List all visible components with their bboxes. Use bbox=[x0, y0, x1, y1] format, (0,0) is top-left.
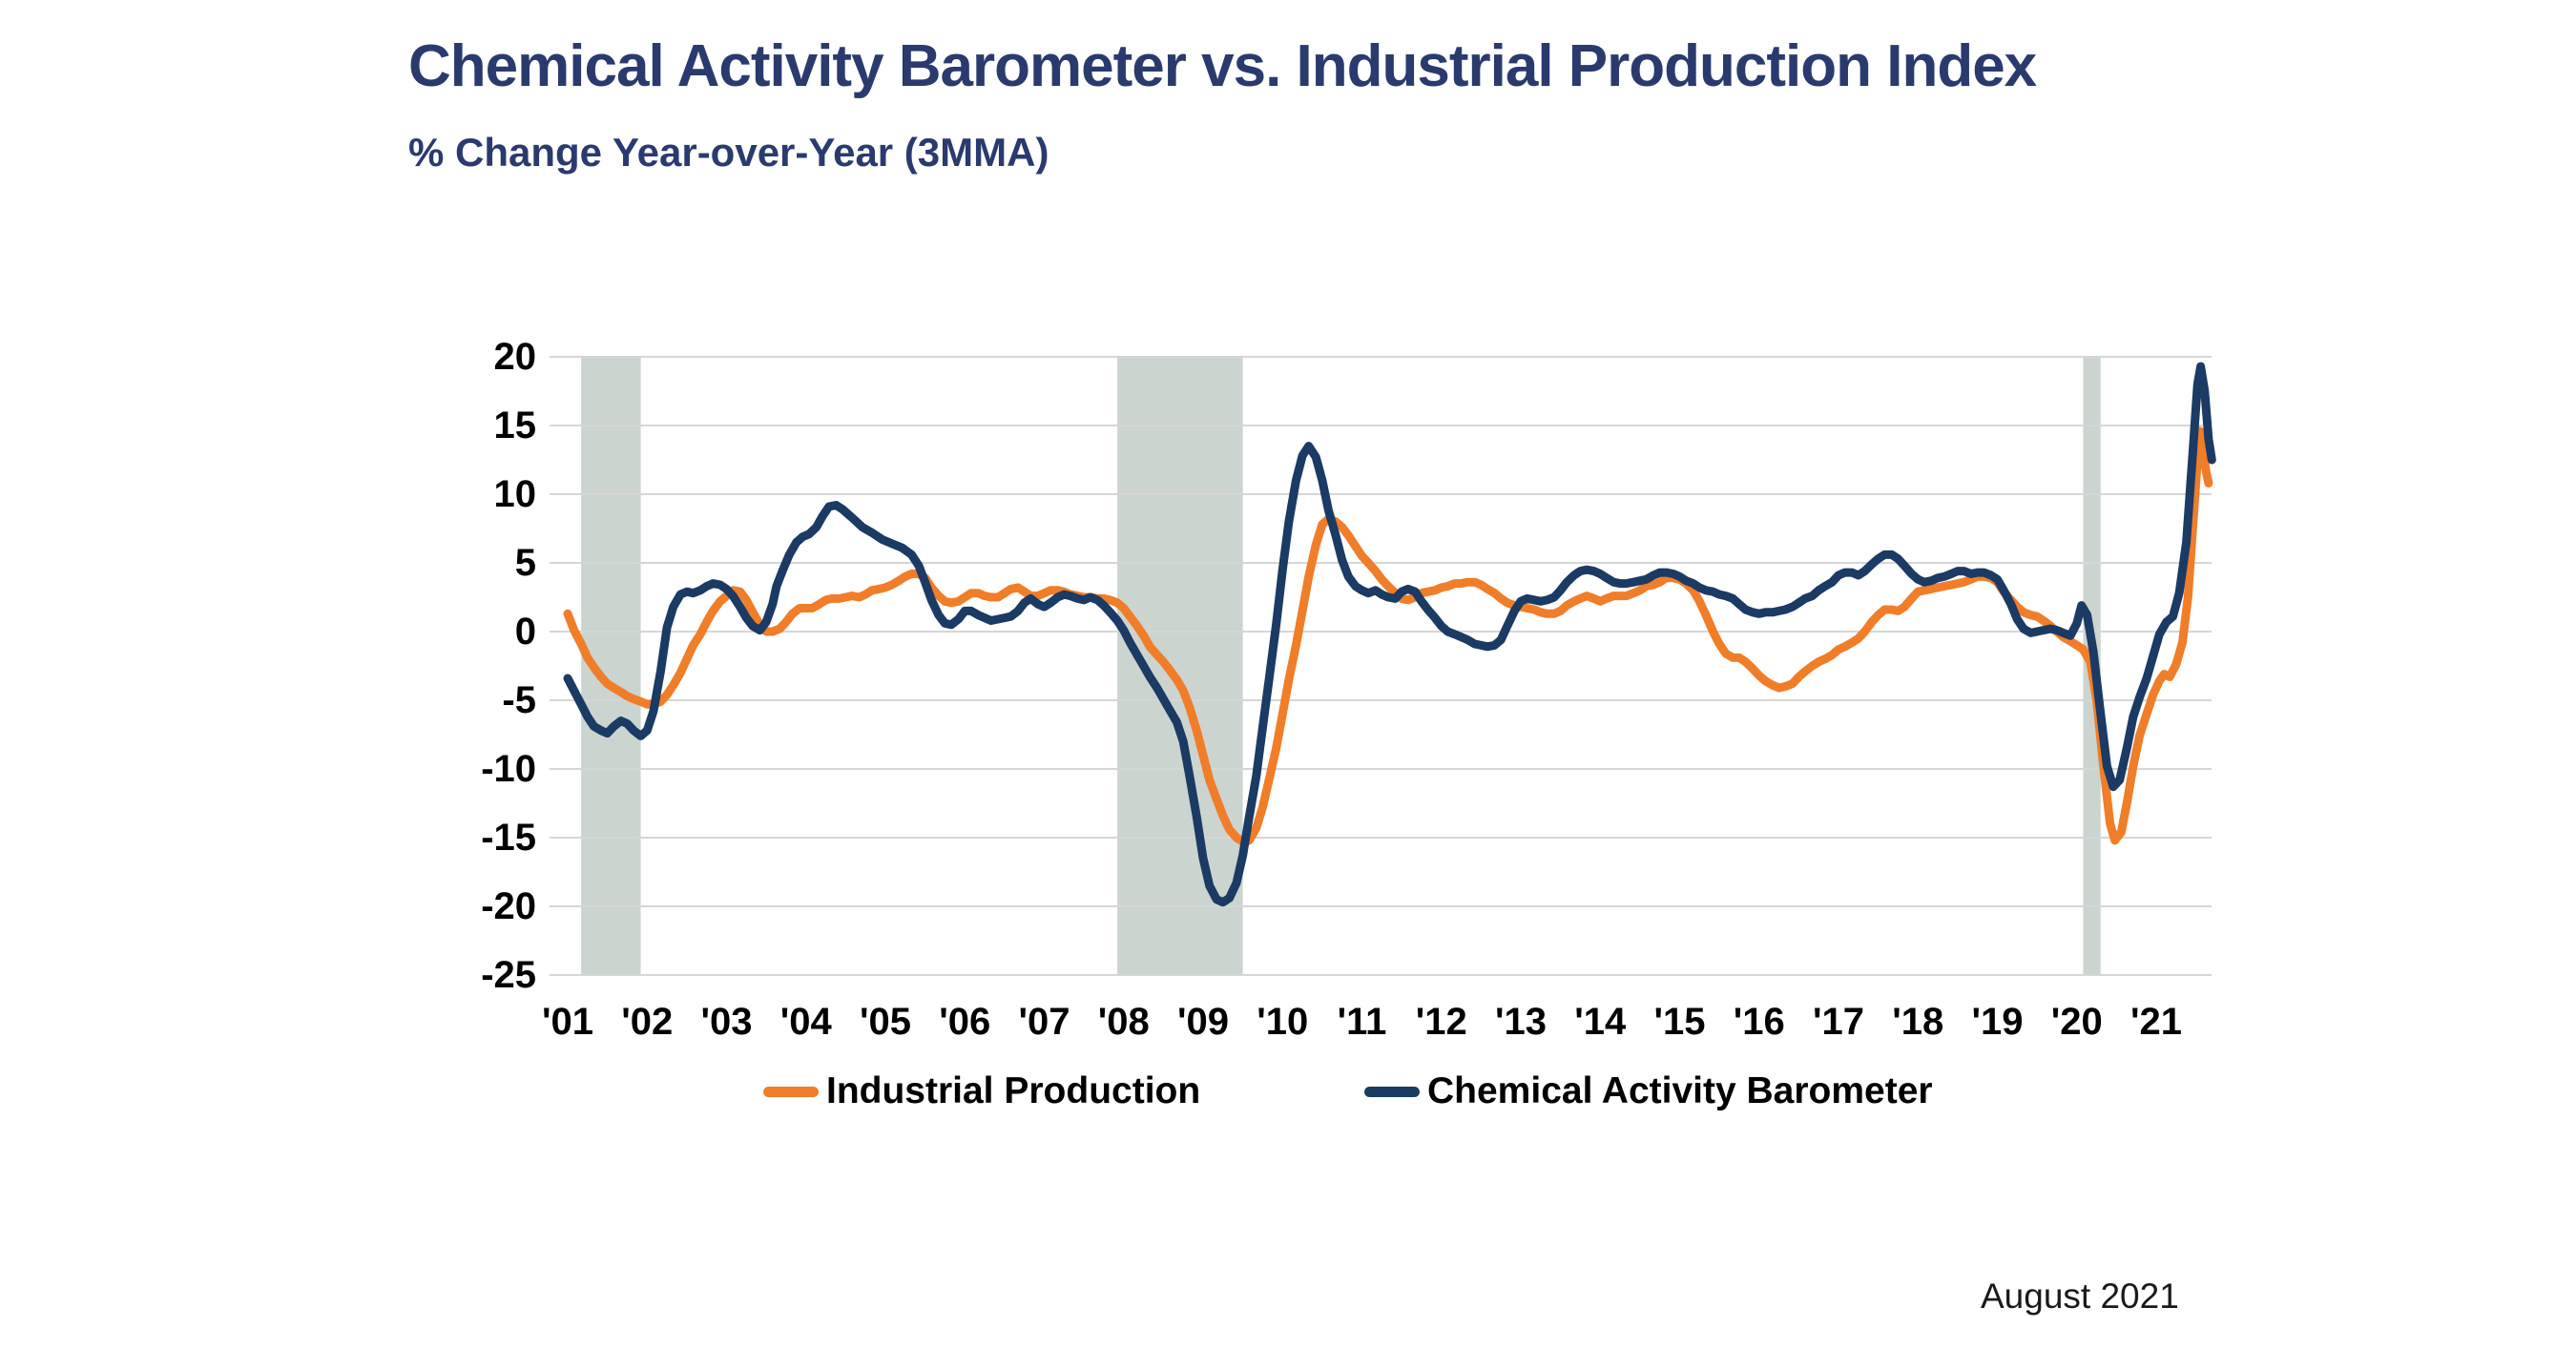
x-axis-label: '18 bbox=[1892, 1001, 1943, 1043]
gridlines bbox=[550, 356, 2212, 976]
x-axis-label: '05 bbox=[860, 1001, 911, 1043]
report-date: August 2021 bbox=[1981, 1276, 2179, 1316]
x-axis-label: '09 bbox=[1177, 1001, 1229, 1043]
x-axis-label: '11 bbox=[1338, 1001, 1387, 1043]
chemical-activity-barometer-line-swatch bbox=[1364, 1086, 1420, 1097]
recession-bands bbox=[581, 357, 2101, 975]
x-axis-label: '13 bbox=[1495, 1001, 1547, 1043]
industrial-production-line-swatch bbox=[763, 1086, 819, 1097]
y-axis-label: 5 bbox=[515, 542, 536, 584]
x-axis-label: '08 bbox=[1098, 1001, 1150, 1043]
x-axis-label: '16 bbox=[1734, 1001, 1785, 1043]
legend-label-chemical-activity-barometer: Chemical Activity Barometer bbox=[1427, 1070, 1933, 1111]
legend-item-industrial-production: Industrial Production bbox=[763, 1069, 1200, 1114]
industrial-production-line bbox=[563, 426, 2213, 846]
data-series bbox=[563, 362, 2216, 907]
legend: Industrial Production Chemical Activity … bbox=[0, 1069, 2576, 1114]
y-axis-label: 20 bbox=[494, 336, 537, 378]
x-axis-label: '12 bbox=[1416, 1001, 1467, 1043]
page-title: Chemical Activity Barometer vs. Industri… bbox=[408, 33, 2037, 99]
x-axis-label: '21 bbox=[2130, 1001, 2182, 1043]
y-axis-label: 0 bbox=[515, 611, 536, 653]
x-axis-label: '17 bbox=[1813, 1001, 1864, 1043]
x-axis-label: '02 bbox=[621, 1001, 673, 1043]
legend-item-chemical-activity-barometer: Chemical Activity Barometer bbox=[1364, 1069, 1933, 1114]
recession-band bbox=[1117, 357, 1243, 975]
x-axis-label: '04 bbox=[780, 1001, 833, 1043]
page-subtitle: % Change Year-over-Year (3MMA) bbox=[408, 130, 1049, 175]
y-axis-label: -5 bbox=[502, 679, 536, 721]
legend-label-industrial-production: Industrial Production bbox=[826, 1070, 1201, 1111]
x-axis-label: '01 bbox=[542, 1001, 593, 1043]
x-axis-label: '07 bbox=[1018, 1001, 1070, 1043]
y-axis-label: -15 bbox=[481, 817, 536, 859]
x-axis-label: '14 bbox=[1574, 1001, 1627, 1043]
x-axis-label: '03 bbox=[700, 1001, 752, 1043]
x-axis-label: '20 bbox=[2051, 1001, 2103, 1043]
x-axis-label: '06 bbox=[939, 1001, 990, 1043]
x-axis-label: '19 bbox=[1971, 1001, 2023, 1043]
chemical-activity-barometer-line bbox=[563, 362, 2216, 907]
y-axis-label: -10 bbox=[481, 748, 536, 790]
y-axis-label: -20 bbox=[481, 885, 536, 927]
y-axis-label: 10 bbox=[494, 473, 537, 515]
x-axis-labels: '01 '02 '03 '04 '05 '06 '07 '08 '09 '10 '11 '12 '13 '… bbox=[542, 1001, 2182, 1043]
y-axis-label: 15 bbox=[494, 405, 537, 446]
x-axis-label: '10 bbox=[1257, 1001, 1308, 1043]
y-axis-label: -25 bbox=[481, 954, 536, 996]
y-axis-labels: 20 15 10 5 0 -5 -10 -15 -20 -25 bbox=[481, 336, 536, 996]
x-axis-label: '15 bbox=[1653, 1001, 1705, 1043]
